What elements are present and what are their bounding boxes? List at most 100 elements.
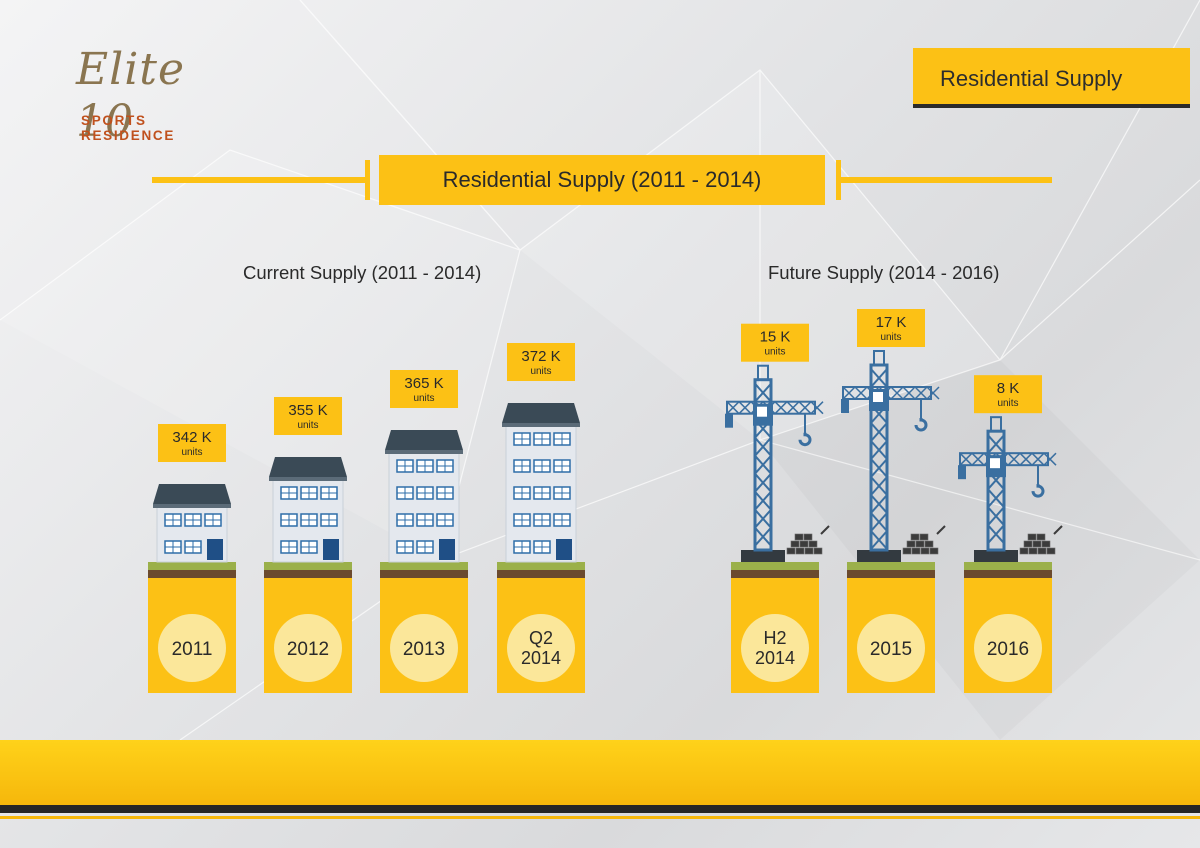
unit-label: units [413, 393, 434, 404]
unit-label: units [880, 332, 901, 343]
year-circle [507, 614, 575, 682]
logo-script-text: Elite 10 [76, 44, 185, 147]
crane-base [974, 550, 1018, 562]
building-door [207, 539, 223, 560]
brick [1019, 547, 1029, 555]
footer-line-accent [0, 816, 1200, 819]
crane-lattice [754, 509, 772, 529]
value-label-box [857, 309, 925, 347]
crane-mast [873, 350, 885, 366]
brick [1032, 540, 1042, 548]
building-door [556, 539, 572, 560]
crane-jib-lattice [798, 401, 812, 415]
crane-cab-window [873, 392, 883, 402]
value-label-box [741, 323, 809, 362]
value-label-box [974, 375, 1042, 414]
building-eave [385, 450, 463, 454]
building-roof [502, 403, 580, 423]
brick [795, 547, 805, 555]
crane-lattice [987, 434, 1005, 454]
brick [929, 547, 939, 555]
ground-grass [964, 562, 1052, 570]
crane-lattice [870, 494, 888, 514]
crane-lattice [870, 422, 888, 442]
crane-counterweight [725, 413, 733, 428]
building-door [439, 539, 455, 560]
ground-soil [148, 570, 236, 578]
crane-base [741, 550, 785, 562]
year-label-line1: Q2 [529, 628, 553, 648]
trowel-icon [936, 525, 946, 535]
ground-soil [264, 570, 352, 578]
ground-grass [847, 562, 935, 570]
crane-lattice [870, 458, 888, 478]
trowel-icon [1053, 525, 1063, 535]
building-eave [153, 504, 231, 508]
crane-counterweight [841, 399, 849, 413]
crane-lattice [754, 455, 772, 475]
value-label-box [158, 424, 226, 462]
crane-lattice [870, 368, 888, 388]
crane-counterweight [958, 465, 966, 480]
crane-lattice [754, 437, 772, 457]
year-circle [158, 614, 226, 682]
brick [915, 540, 925, 548]
ground-grass [264, 562, 352, 570]
crane-cab-window [990, 458, 1000, 469]
building-door [323, 539, 339, 560]
footer-line [0, 805, 1200, 813]
crane-lattice [754, 383, 772, 403]
ground-soil [380, 570, 468, 578]
year-label: 2015 [870, 639, 912, 660]
value-label: 365 K [404, 375, 443, 392]
unit-label: units [997, 398, 1018, 409]
unit-label: units [530, 366, 551, 377]
crane-jib-lattice [1019, 452, 1033, 466]
crane-lattice [754, 527, 772, 547]
crane-jib-lattice [726, 401, 740, 415]
brick [1041, 540, 1051, 548]
ground-grass [497, 562, 585, 570]
year-label-line2: 2014 [521, 648, 561, 668]
brick [902, 547, 912, 555]
building-roof [385, 430, 463, 450]
crane-lattice [870, 512, 888, 532]
brick [1046, 547, 1056, 555]
ground-grass [731, 562, 819, 570]
crane-lattice [870, 440, 888, 460]
year-circle [390, 614, 458, 682]
value-label: 15 K [760, 329, 791, 346]
unit-label: units [181, 447, 202, 458]
brick [1027, 533, 1037, 541]
brick [920, 547, 930, 555]
crane-jib-lattice [890, 386, 904, 400]
crane-jib-lattice [810, 401, 824, 415]
value-label-box [507, 343, 575, 381]
value-label-box [390, 370, 458, 408]
brick [919, 533, 929, 541]
brick [804, 547, 814, 555]
crane-hook [798, 432, 812, 447]
crane-base [857, 550, 901, 562]
page-title-box: Residential Supply (2011 - 2014) [379, 155, 825, 205]
ground-grass [380, 562, 468, 570]
crane-jib-lattice [1043, 452, 1057, 466]
brick [906, 540, 916, 548]
value-label: 17 K [876, 314, 907, 331]
crane-jib-lattice [971, 452, 985, 466]
brick [1036, 533, 1046, 541]
value-label: 355 K [288, 402, 327, 419]
crane-jib-lattice [926, 386, 940, 400]
brick [799, 540, 809, 548]
brick [808, 540, 818, 548]
crane-jib-lattice [738, 401, 752, 415]
section-tag-label: Residential Supply [940, 66, 1123, 91]
brand-logo: Elite 10 SPORTS RESIDENCE [74, 44, 234, 147]
ground-grass [148, 562, 236, 570]
crane-mast [757, 364, 769, 381]
title-rule-right [840, 177, 1052, 183]
footer-band [0, 740, 1200, 805]
